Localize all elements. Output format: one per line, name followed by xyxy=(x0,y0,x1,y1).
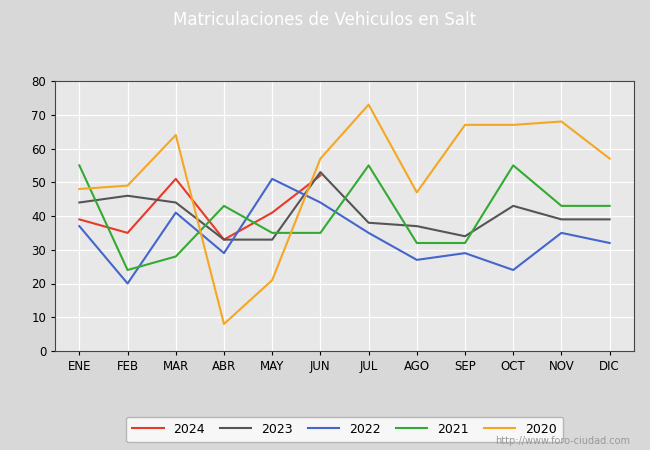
Text: http://www.foro-ciudad.com: http://www.foro-ciudad.com xyxy=(495,436,630,446)
Legend: 2024, 2023, 2022, 2021, 2020: 2024, 2023, 2022, 2021, 2020 xyxy=(126,417,563,442)
Text: Matriculaciones de Vehiculos en Salt: Matriculaciones de Vehiculos en Salt xyxy=(174,11,476,29)
